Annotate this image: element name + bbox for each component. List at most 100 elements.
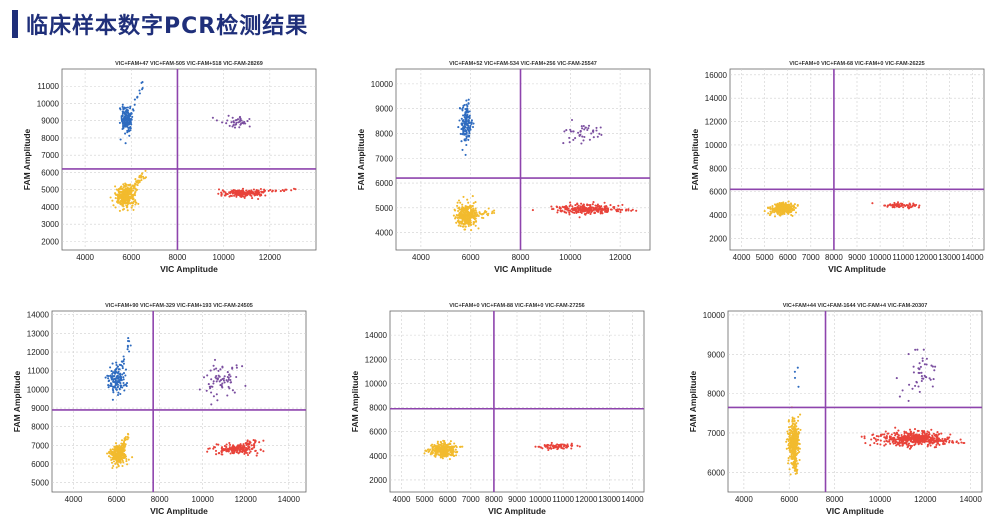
droplet-point [903, 432, 906, 435]
droplet-point [118, 363, 121, 366]
y-tick-label: 14000 [365, 331, 388, 340]
droplet-point [563, 130, 566, 133]
droplet-point [883, 436, 886, 439]
droplet-point [229, 378, 232, 382]
droplet-point [132, 198, 135, 201]
droplet-point [788, 449, 791, 452]
droplet-point [776, 202, 779, 205]
droplet-point [244, 384, 247, 387]
droplet-point [126, 106, 129, 109]
cluster-vic-fam- [104, 337, 132, 401]
droplet-point [456, 204, 459, 207]
droplet-point [932, 432, 935, 435]
droplet-point [125, 457, 128, 461]
droplet-point [246, 453, 250, 457]
droplet-point [574, 137, 577, 140]
droplet-point [558, 444, 561, 447]
droplet-point [876, 438, 880, 441]
droplet-point [568, 136, 571, 139]
droplet-point [144, 169, 147, 172]
droplet-point [610, 208, 613, 211]
droplet-point [890, 204, 893, 207]
title-accent-bar [12, 10, 18, 38]
droplet-point [571, 205, 574, 208]
droplet-point [230, 121, 233, 124]
droplet-point [773, 215, 777, 218]
droplet-point [787, 200, 790, 203]
droplet-point [790, 213, 793, 217]
cluster-vic-fam- [452, 195, 496, 232]
x-tick-label: 5000 [756, 253, 774, 262]
droplet-point [908, 428, 912, 431]
droplet-point [787, 426, 791, 429]
droplet-point [792, 206, 796, 209]
x-tick-label: 11000 [892, 253, 914, 262]
droplet-point [605, 205, 608, 208]
droplet-point [210, 391, 213, 394]
droplet-point [567, 209, 570, 212]
droplet-point [901, 203, 904, 207]
droplet-point [123, 358, 126, 361]
droplet-point [942, 441, 945, 445]
droplet-point [960, 441, 963, 444]
droplet-point [459, 132, 462, 135]
droplet-point [901, 389, 904, 392]
droplet-point [605, 209, 608, 212]
droplet-point [486, 213, 489, 216]
droplet-point [225, 443, 228, 446]
droplet-point [579, 207, 582, 210]
droplet-point [469, 125, 472, 128]
droplet-point [606, 209, 610, 213]
droplet-point [229, 375, 232, 378]
droplet-point [111, 199, 114, 202]
droplet-point [797, 427, 800, 430]
droplet-point [924, 435, 927, 438]
droplet-point [121, 127, 124, 131]
droplet-point [215, 380, 218, 383]
droplet-point [217, 192, 220, 195]
droplet-point [124, 114, 127, 118]
droplet-point [119, 201, 122, 204]
droplet-point [122, 186, 125, 189]
droplet-point [125, 196, 128, 199]
droplet-point [581, 206, 584, 210]
x-axis-label: VIC Amplitude [150, 506, 208, 516]
droplet-point [127, 436, 130, 439]
droplet-point [235, 366, 238, 369]
droplet-point [124, 435, 127, 439]
x-tick-label: 4000 [65, 495, 83, 504]
droplet-point [600, 133, 603, 136]
droplet-point [262, 450, 265, 453]
droplet-point [261, 191, 265, 194]
droplet-point [580, 202, 583, 205]
droplet-point [125, 198, 128, 201]
droplet-point [445, 455, 448, 458]
droplet-point [446, 449, 449, 452]
droplet-point [248, 191, 251, 194]
x-tick-label: 8000 [151, 495, 169, 504]
droplet-point [777, 210, 780, 213]
droplet-point [220, 453, 223, 456]
droplet-point [895, 202, 899, 206]
x-tick-label: 8000 [825, 253, 843, 262]
droplet-point [128, 340, 131, 343]
droplet-point [776, 212, 779, 215]
droplet-point [217, 452, 220, 455]
droplet-point [246, 440, 249, 443]
droplet-point [779, 202, 782, 205]
droplet-point [458, 119, 461, 122]
droplet-point [245, 451, 249, 455]
droplet-point [796, 438, 799, 441]
droplet-point [472, 202, 475, 205]
droplet-point [122, 372, 126, 375]
droplet-point [461, 207, 464, 211]
droplet-point [121, 204, 124, 207]
droplet-point [909, 203, 912, 206]
droplet-point [918, 438, 921, 441]
droplet-point [787, 419, 790, 422]
droplet-point [578, 445, 581, 448]
droplet-point [569, 201, 572, 204]
droplet-point [129, 129, 132, 132]
droplet-point [229, 194, 232, 197]
droplet-point [874, 438, 877, 441]
